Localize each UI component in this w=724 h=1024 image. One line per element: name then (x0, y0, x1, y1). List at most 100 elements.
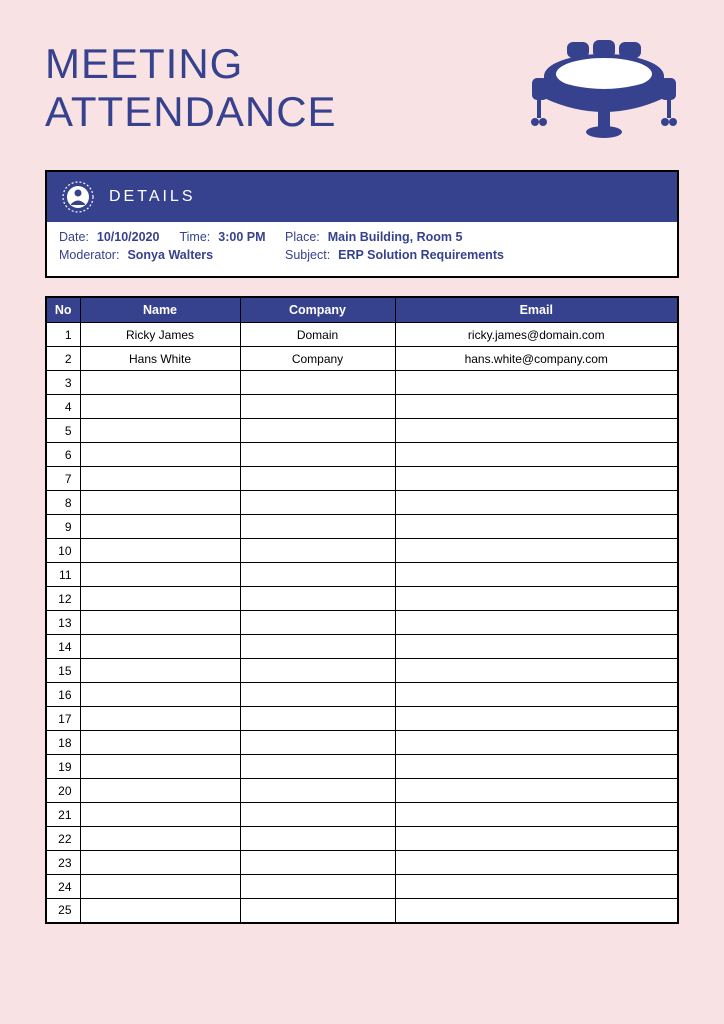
table-row: 15 (46, 659, 678, 683)
cell-name (80, 779, 240, 803)
cell-company (240, 851, 395, 875)
cell-email (395, 731, 678, 755)
cell-name (80, 755, 240, 779)
cell-no: 10 (46, 539, 80, 563)
table-row: 18 (46, 731, 678, 755)
cell-name: Hans White (80, 347, 240, 371)
table-row: 7 (46, 467, 678, 491)
cell-email (395, 803, 678, 827)
cell-name (80, 707, 240, 731)
table-row: 21 (46, 803, 678, 827)
cell-no: 20 (46, 779, 80, 803)
time-label: Time: (179, 230, 210, 244)
details-row-1: Date: 10/10/2020 Time: 3:00 PM Place: Ma… (59, 230, 665, 244)
cell-name (80, 563, 240, 587)
cell-email (395, 419, 678, 443)
table-row: 20 (46, 779, 678, 803)
details-row-2: Moderator: Sonya Walters Subject: ERP So… (59, 248, 665, 262)
cell-no: 13 (46, 611, 80, 635)
table-row: 10 (46, 539, 678, 563)
details-header: DETAILS (47, 172, 677, 222)
place-value: Main Building, Room 5 (328, 230, 463, 244)
cell-company: Domain (240, 323, 395, 347)
cell-name (80, 803, 240, 827)
cell-name: Ricky James (80, 323, 240, 347)
cell-no: 6 (46, 443, 80, 467)
cell-company: Company (240, 347, 395, 371)
cell-email: ricky.james@domain.com (395, 323, 678, 347)
cell-email (395, 587, 678, 611)
cell-email (395, 707, 678, 731)
table-row: 17 (46, 707, 678, 731)
cell-company (240, 539, 395, 563)
col-header-no: No (46, 297, 80, 323)
time-value: 3:00 PM (218, 230, 265, 244)
cell-email (395, 827, 678, 851)
cell-name (80, 683, 240, 707)
table-row: 9 (46, 515, 678, 539)
cell-no: 22 (46, 827, 80, 851)
meeting-table-icon (529, 40, 679, 150)
cell-email (395, 851, 678, 875)
cell-company (240, 491, 395, 515)
cell-company (240, 467, 395, 491)
cell-no: 1 (46, 323, 80, 347)
cell-company (240, 371, 395, 395)
cell-name (80, 515, 240, 539)
title-line-2: ATTENDANCE (45, 88, 337, 136)
cell-name (80, 611, 240, 635)
cell-name (80, 467, 240, 491)
cell-name (80, 539, 240, 563)
cell-no: 2 (46, 347, 80, 371)
cell-email: hans.white@company.com (395, 347, 678, 371)
cell-email (395, 755, 678, 779)
cell-name (80, 419, 240, 443)
cell-email (395, 875, 678, 899)
cell-no: 21 (46, 803, 80, 827)
details-panel: DETAILS Date: 10/10/2020 Time: 3:00 PM P… (45, 170, 679, 278)
cell-company (240, 419, 395, 443)
subject-value: ERP Solution Requirements (338, 248, 504, 262)
table-row: 19 (46, 755, 678, 779)
cell-name (80, 443, 240, 467)
page-title: MEETING ATTENDANCE (45, 40, 337, 137)
cell-company (240, 827, 395, 851)
person-icon (61, 180, 95, 214)
table-row: 8 (46, 491, 678, 515)
cell-company (240, 779, 395, 803)
cell-name (80, 851, 240, 875)
table-row: 13 (46, 611, 678, 635)
details-body: Date: 10/10/2020 Time: 3:00 PM Place: Ma… (47, 222, 677, 276)
cell-email (395, 395, 678, 419)
cell-email (395, 683, 678, 707)
details-title: DETAILS (109, 188, 196, 206)
cell-company (240, 563, 395, 587)
cell-no: 14 (46, 635, 80, 659)
cell-company (240, 443, 395, 467)
cell-name (80, 395, 240, 419)
cell-name (80, 635, 240, 659)
cell-email (395, 467, 678, 491)
table-row: 12 (46, 587, 678, 611)
table-row: 23 (46, 851, 678, 875)
table-row: 6 (46, 443, 678, 467)
table-row: 14 (46, 635, 678, 659)
cell-company (240, 707, 395, 731)
date-value: 10/10/2020 (97, 230, 160, 244)
cell-email (395, 779, 678, 803)
col-header-company: Company (240, 297, 395, 323)
table-row: 1Ricky JamesDomainricky.james@domain.com (46, 323, 678, 347)
table-row: 5 (46, 419, 678, 443)
cell-no: 5 (46, 419, 80, 443)
cell-email (395, 899, 678, 923)
cell-company (240, 659, 395, 683)
table-header-row: No Name Company Email (46, 297, 678, 323)
col-header-email: Email (395, 297, 678, 323)
table-row: 16 (46, 683, 678, 707)
cell-no: 24 (46, 875, 80, 899)
table-row: 24 (46, 875, 678, 899)
title-line-1: MEETING (45, 40, 337, 88)
cell-name (80, 587, 240, 611)
cell-no: 17 (46, 707, 80, 731)
cell-company (240, 515, 395, 539)
